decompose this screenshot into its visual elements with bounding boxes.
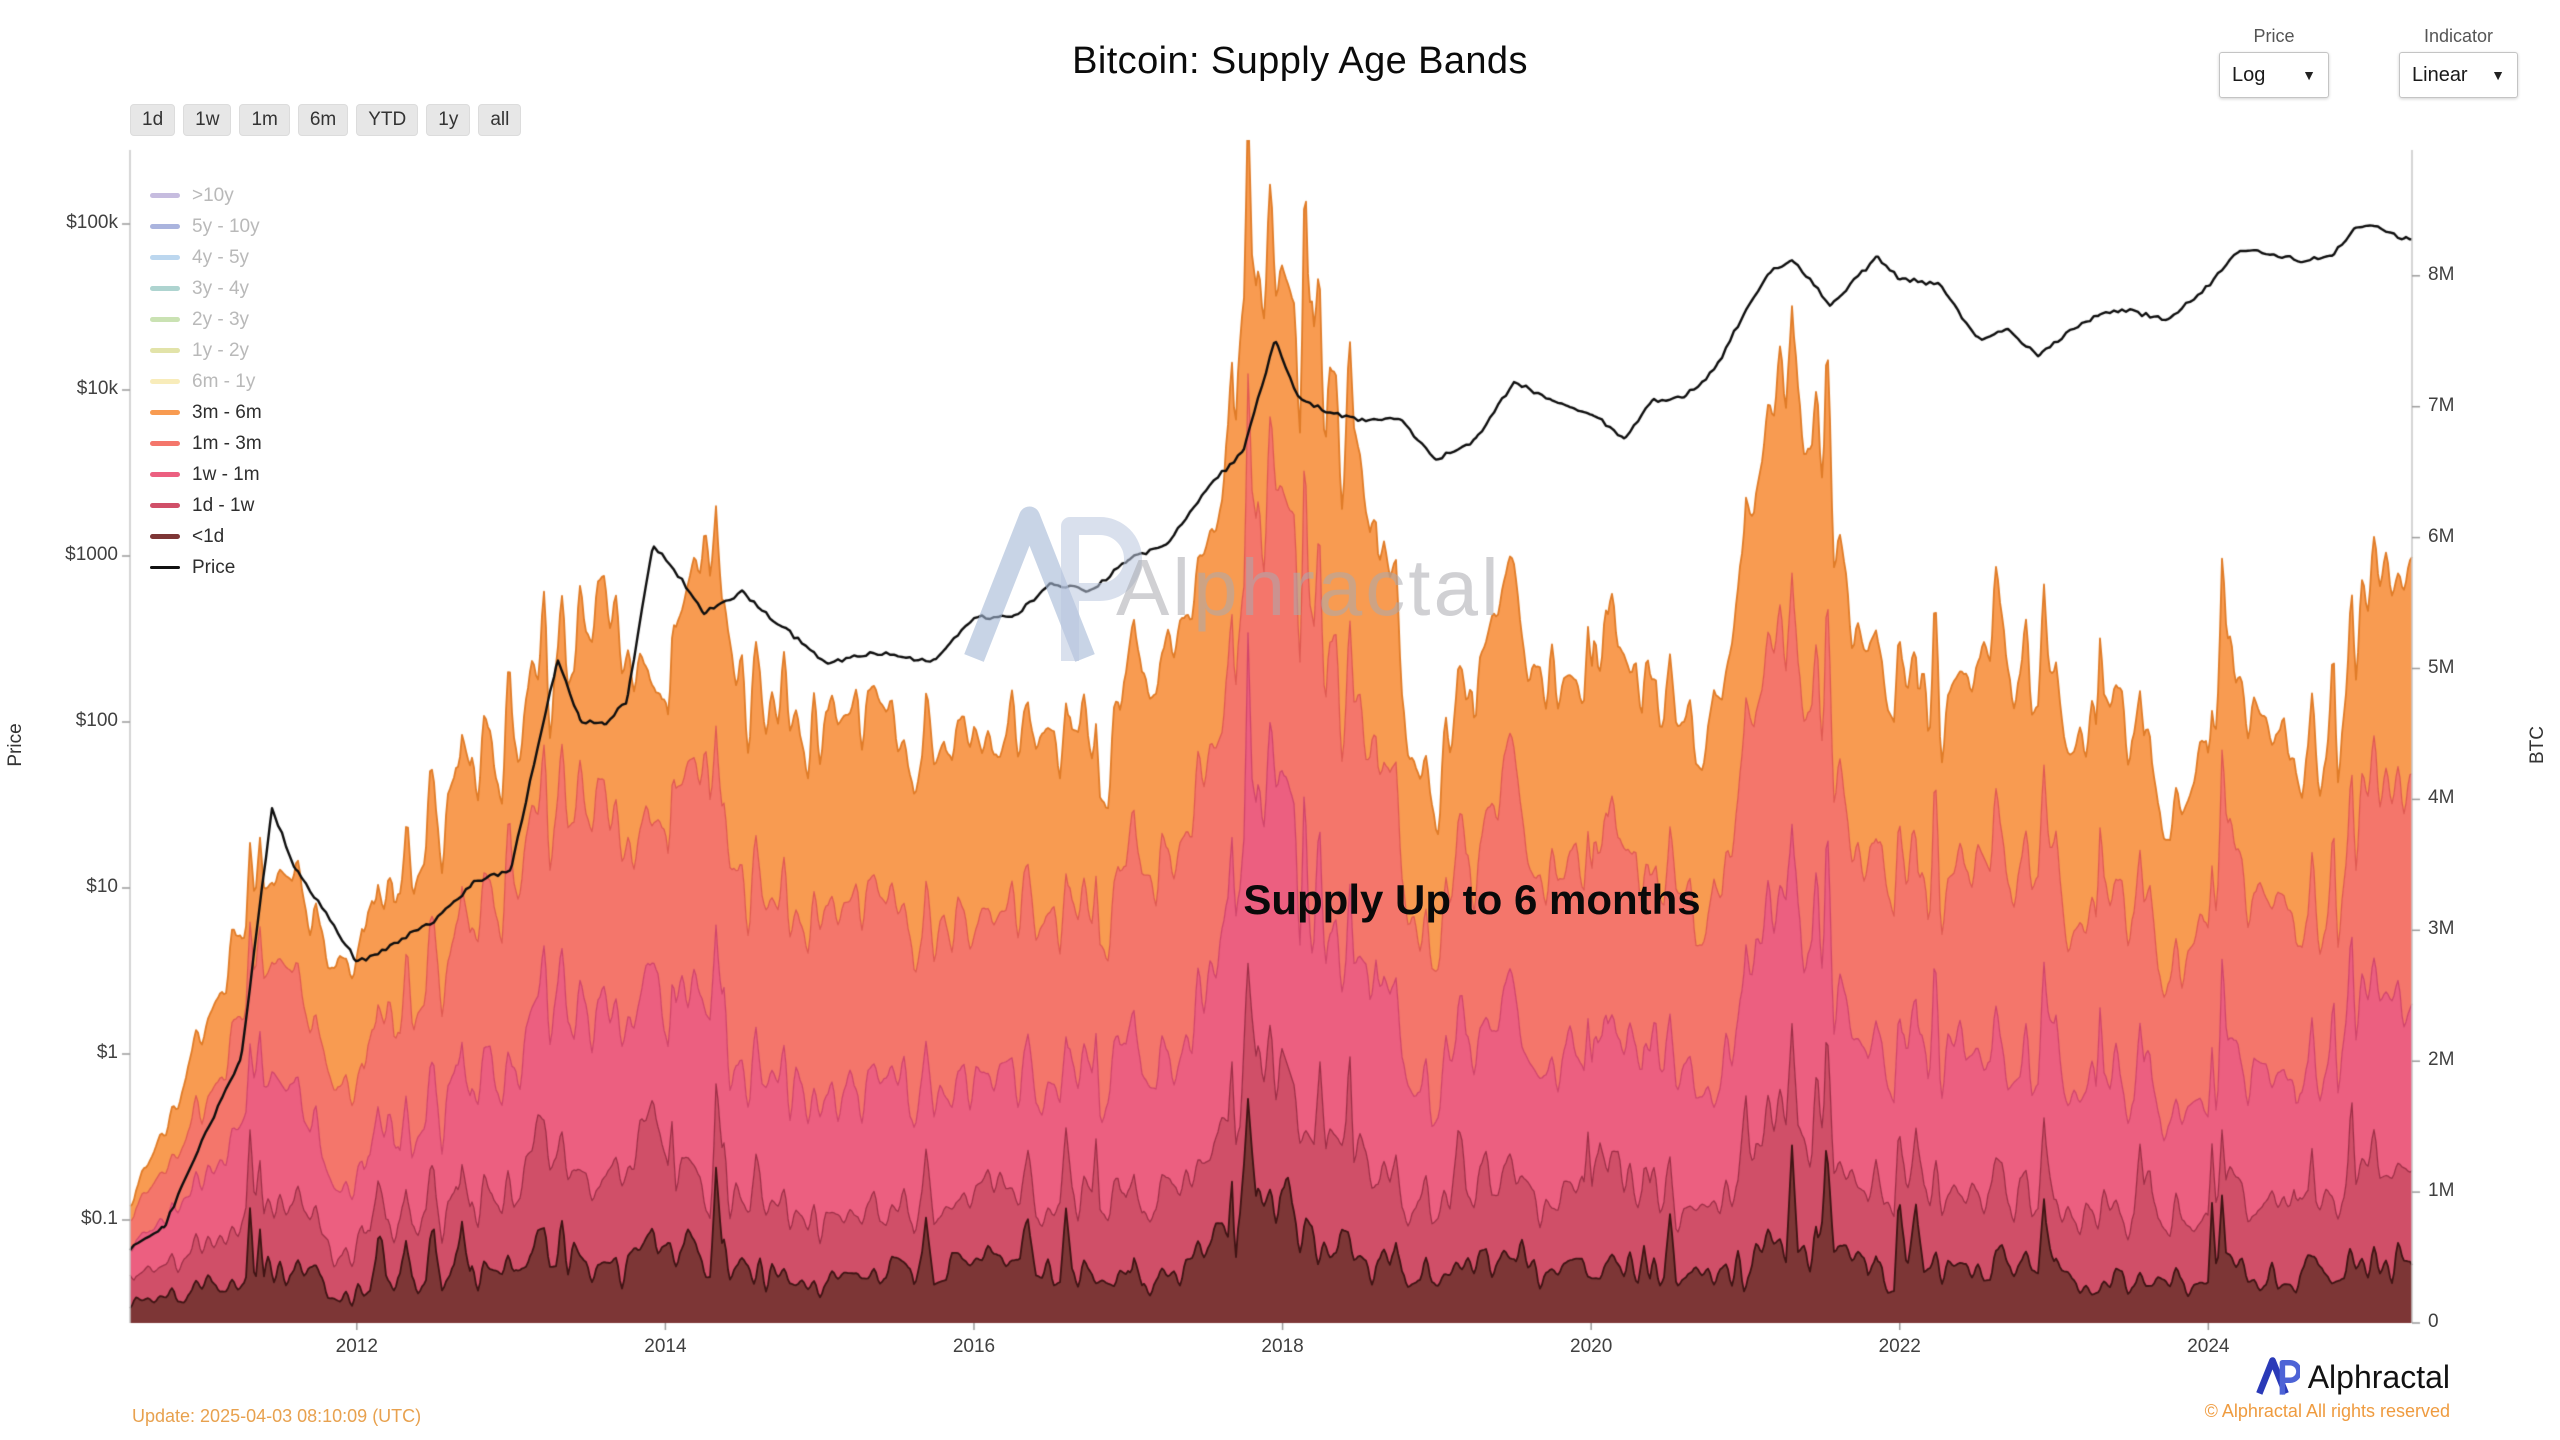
legend-swatch-price: [150, 566, 180, 569]
alphractal-logo-icon: [2255, 1357, 2300, 1395]
legend-item-3m-6m[interactable]: 3m - 6m: [150, 397, 262, 428]
btc-tick-3m: 3M: [2428, 918, 2455, 940]
price-tick-01: $0.1: [81, 1208, 118, 1229]
right-axis-title: BTC: [2527, 726, 2548, 764]
legend-swatch-1d: [150, 534, 180, 539]
chart-legend: >10y 5y - 10y 4y - 5y 3y - 4y 2y - 3y 1y - 2y…: [150, 180, 262, 583]
legend-label-10y: >10y: [192, 184, 234, 206]
legend-swatch-1y-2y: [150, 348, 180, 353]
legend-swatch-3y-4y: [150, 286, 180, 291]
indicator-axis-control: Indicator Linear ▼: [2399, 26, 2518, 98]
year-tick-2020: 2020: [1570, 1336, 1613, 1357]
btc-tick-7m: 7M: [2428, 394, 2455, 416]
legend-item-3y-4y[interactable]: 3y - 4y: [150, 273, 262, 304]
indicator-scale-value: Linear: [2412, 63, 2468, 86]
btc-tick-4m: 4M: [2428, 787, 2455, 809]
legend-label-4y-5y: 4y - 5y: [192, 246, 250, 268]
price-tick-10k: $10k: [76, 378, 118, 399]
legend-swatch-3m-6m: [150, 410, 180, 415]
legend-item-4y-5y[interactable]: 4y - 5y: [150, 242, 262, 273]
btc-tick-5m: 5M: [2428, 656, 2455, 678]
chevron-down-icon: ▼: [2302, 67, 2316, 83]
legend-label-1d-1w: 1d - 1w: [192, 494, 255, 516]
legend-item-1y-2y[interactable]: 1y - 2y: [150, 335, 262, 366]
legend-label-1w-1m: 1w - 1m: [192, 463, 260, 485]
legend-swatch-1m-3m: [150, 441, 180, 446]
legend-swatch-1w-1m: [150, 472, 180, 477]
time-range-toolbar: 1d 1w 1m 6m YTD 1y all: [130, 104, 522, 136]
price-tick-1: $1: [96, 1042, 118, 1063]
year-tick-2024: 2024: [2187, 1336, 2230, 1357]
legend-item-1w-1m[interactable]: 1w - 1m: [150, 459, 262, 490]
legend-swatch-5y-10y: [150, 224, 180, 229]
legend-label-3y-4y: 3y - 4y: [192, 277, 250, 299]
legend-item-5y-10y[interactable]: 5y - 10y: [150, 211, 262, 242]
legend-item-price[interactable]: Price: [150, 552, 262, 583]
legend-label-price: Price: [192, 556, 236, 578]
legend-label-3m-6m: 3m - 6m: [192, 401, 262, 423]
legend-item-1d[interactable]: <1d: [150, 521, 262, 552]
legend-swatch-6m-1y: [150, 379, 180, 384]
indicator-control-label: Indicator: [2423, 26, 2494, 46]
btc-tick-1m: 1M: [2428, 1180, 2455, 1202]
btc-tick-0: 0: [2428, 1311, 2439, 1332]
year-tick-2018: 2018: [1261, 1336, 1304, 1357]
year-tick-2014: 2014: [644, 1336, 687, 1357]
legend-swatch-10y: [150, 193, 180, 198]
legend-label-1d: <1d: [192, 525, 225, 547]
year-tick-2012: 2012: [335, 1336, 378, 1357]
update-timestamp: Update: 2025-04-03 08:10:09 (UTC): [132, 1406, 422, 1426]
chevron-down-icon: ▼: [2491, 67, 2505, 83]
range-button-1w[interactable]: 1w: [183, 104, 232, 136]
range-button-1d[interactable]: 1d: [130, 104, 176, 136]
legend-swatch-2y-3y: [150, 317, 180, 322]
legend-label-6m-1y: 6m - 1y: [192, 370, 256, 392]
page-title: Bitcoin: Supply Age Bands: [1072, 40, 1528, 82]
chart-annotation: Supply Up to 6 months: [1243, 876, 1701, 923]
year-tick-2016: 2016: [952, 1336, 996, 1357]
range-button-1y[interactable]: 1y: [426, 104, 471, 136]
price-axis-control: Price Log ▼: [2219, 26, 2329, 98]
btc-tick-2m: 2M: [2428, 1049, 2455, 1071]
btc-tick-6m: 6M: [2428, 525, 2455, 547]
legend-item-10y[interactable]: >10y: [150, 180, 262, 211]
legend-label-5y-10y: 5y - 10y: [192, 215, 260, 237]
legend-item-6m-1y[interactable]: 6m - 1y: [150, 366, 262, 397]
range-button-ytd[interactable]: YTD: [356, 104, 419, 136]
brand-name: Alphractal: [2307, 1358, 2450, 1395]
price-tick-100: $100: [75, 710, 118, 731]
legend-label-1y-2y: 1y - 2y: [192, 339, 250, 361]
price-scale-select[interactable]: Log ▼: [2219, 52, 2329, 98]
range-button-6m[interactable]: 6m: [297, 104, 349, 136]
left-axis-title: Price: [5, 723, 26, 767]
year-tick-2022: 2022: [1878, 1336, 1921, 1357]
legend-swatch-1d-1w: [150, 503, 180, 508]
indicator-scale-select[interactable]: Linear ▼: [2399, 52, 2518, 98]
price-control-label: Price: [2253, 26, 2295, 46]
legend-swatch-4y-5y: [150, 255, 180, 260]
legend-label-1m-3m: 1m - 3m: [192, 432, 262, 454]
brand-footer: Alphractal © Alphractal All rights reser…: [2205, 1356, 2450, 1422]
price-tick-10: $10: [86, 876, 118, 897]
price-tick-100k: $100k: [66, 212, 118, 233]
legend-item-1m-3m[interactable]: 1m - 3m: [150, 428, 262, 459]
range-button-1m[interactable]: 1m: [239, 104, 290, 136]
price-tick-1000: $1000: [65, 544, 118, 565]
price-scale-value: Log: [2232, 63, 2266, 86]
range-button-all[interactable]: all: [478, 104, 522, 136]
legend-item-2y-3y[interactable]: 2y - 3y: [150, 304, 262, 335]
legend-label-2y-3y: 2y - 3y: [192, 308, 250, 330]
copyright-text: © Alphractal All rights reserved: [2204, 1401, 2450, 1421]
legend-item-1d-1w[interactable]: 1d - 1w: [150, 490, 262, 521]
btc-tick-8m: 8M: [2428, 263, 2455, 285]
